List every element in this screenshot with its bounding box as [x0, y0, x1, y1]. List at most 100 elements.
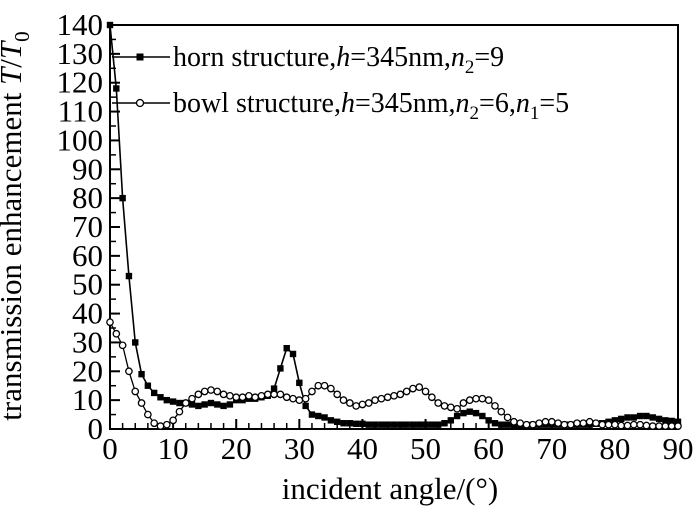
open-circle-marker	[421, 387, 430, 396]
open-circle-marker	[213, 387, 222, 396]
filled-square-marker	[504, 421, 511, 428]
open-circle-marker	[667, 422, 676, 430]
open-circle-marker	[484, 396, 493, 404]
open-circle-marker	[497, 407, 506, 416]
filled-square-marker	[226, 401, 234, 408]
filled-square-marker	[498, 421, 505, 428]
open-circle-marker	[478, 394, 487, 403]
filled-square-marker	[207, 399, 215, 407]
filled-square-marker	[315, 412, 322, 420]
filled-square-marker	[334, 418, 341, 425]
open-circle-marker	[402, 387, 411, 396]
y-tick-label: 140	[57, 7, 104, 42]
open-circle-marker	[339, 396, 348, 404]
y-tick-label: 40	[72, 296, 103, 331]
open-circle-marker	[327, 384, 335, 393]
open-circle-icon	[135, 98, 145, 108]
open-circle-marker	[314, 381, 323, 390]
y-tick-label: 20	[72, 353, 103, 388]
series-bowl	[106, 318, 682, 430]
filled-square-marker	[466, 408, 473, 415]
filled-square-marker	[636, 412, 644, 420]
filled-square-marker	[479, 412, 486, 420]
x-tick-label: 20	[221, 431, 252, 466]
filled-square-marker	[220, 402, 227, 410]
open-circle-marker	[188, 394, 196, 403]
y-tick-label: 0	[88, 411, 104, 446]
filled-square-marker	[390, 421, 398, 428]
filled-square-marker	[618, 415, 625, 423]
open-circle-marker	[175, 407, 184, 416]
open-circle-marker	[137, 399, 146, 407]
open-circle-marker	[112, 329, 121, 338]
filled-square-marker	[125, 272, 133, 280]
open-circle-marker	[232, 393, 241, 402]
open-circle-marker	[251, 393, 260, 402]
open-circle-marker	[106, 318, 114, 327]
open-circle-marker	[156, 422, 165, 430]
open-circle-marker	[169, 416, 177, 425]
open-circle-marker	[453, 404, 461, 413]
open-circle-marker	[579, 419, 588, 428]
filled-square-marker	[106, 21, 114, 29]
filled-square-marker	[460, 409, 467, 417]
legend-label-bowl: bowl structure,h=345nm,n2=6,n1=5	[173, 88, 569, 124]
filled-square-marker	[434, 421, 442, 428]
x-tick-label: 70	[536, 431, 567, 466]
filled-square-marker	[359, 420, 366, 428]
filled-square-marker	[441, 420, 448, 427]
open-circle-marker	[629, 420, 638, 429]
filled-square-marker	[403, 421, 410, 428]
filled-square-marker	[472, 409, 480, 417]
open-circle-marker	[289, 394, 297, 403]
open-circle-marker	[181, 399, 190, 407]
y-tick-label: 30	[72, 324, 103, 359]
open-circle-marker	[541, 417, 550, 426]
open-circle-marker	[522, 420, 531, 429]
open-circle-marker	[308, 387, 316, 396]
filled-square-marker	[611, 417, 619, 424]
filled-square-marker	[352, 420, 360, 428]
open-circle-marker	[585, 417, 594, 426]
open-circle-marker	[415, 383, 424, 392]
filled-square-marker	[327, 417, 335, 424]
open-circle-marker	[592, 419, 600, 428]
open-circle-marker	[573, 419, 581, 428]
open-circle-marker	[674, 422, 682, 430]
filled-square-marker	[453, 412, 461, 420]
filled-square-marker	[283, 345, 290, 352]
open-circle-marker	[396, 390, 405, 399]
filled-square-marker	[340, 420, 347, 427]
y-tick-label: 70	[72, 209, 103, 244]
filled-square-marker	[308, 411, 316, 418]
open-circle-marker	[409, 384, 417, 393]
filled-square-marker	[371, 421, 379, 428]
filled-square-marker	[321, 414, 328, 421]
open-circle-marker	[566, 420, 575, 429]
open-circle-marker	[516, 419, 525, 428]
legend-label-horn: horn structure,h=345nm,n2=9	[173, 42, 504, 78]
filled-square-marker	[378, 421, 385, 428]
y-tick-label: 80	[72, 180, 103, 215]
filled-square-marker	[144, 382, 152, 389]
open-circle-marker	[440, 402, 449, 410]
open-circle-marker	[465, 396, 474, 404]
filled-square-marker	[346, 420, 354, 427]
filled-square-marker	[422, 421, 429, 428]
open-circle-marker	[301, 394, 310, 403]
open-circle-marker	[611, 420, 619, 429]
open-circle-marker	[547, 417, 556, 426]
open-circle-marker	[295, 396, 304, 404]
open-circle-marker	[150, 419, 159, 428]
open-circle-marker	[446, 403, 455, 412]
filled-square-marker	[630, 414, 638, 421]
open-circle-marker	[642, 421, 651, 430]
x-axis-tick-labels: 0 10 20 30 40 50 60 70 80 90	[102, 431, 693, 466]
open-circle-marker	[257, 391, 266, 400]
open-circle-marker	[244, 391, 253, 400]
open-circle-marker	[535, 419, 544, 428]
filled-square-marker	[409, 421, 417, 428]
open-circle-marker	[118, 341, 127, 350]
